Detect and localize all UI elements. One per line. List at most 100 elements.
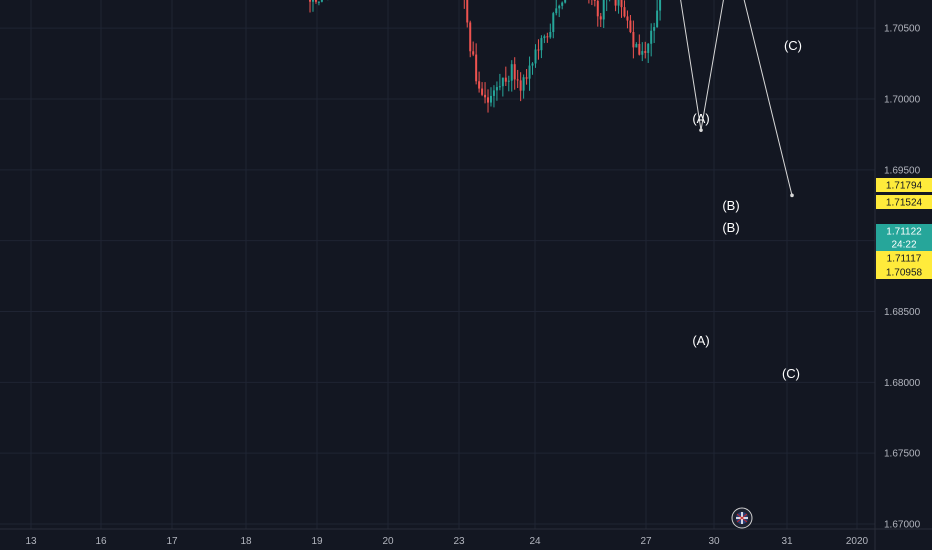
candle-body <box>309 0 312 2</box>
candle-body <box>320 0 323 2</box>
bearish-wave-label: (C) <box>782 366 800 381</box>
price-tag <box>876 251 932 265</box>
candle-body <box>620 0 623 8</box>
candle-body <box>510 64 513 81</box>
candle-body <box>513 64 516 80</box>
x-tick-label: 31 <box>781 536 793 547</box>
price-tag <box>876 195 932 209</box>
y-tick-label: 1.69500 <box>884 165 921 176</box>
candle-body <box>525 77 528 79</box>
bullish-wave-label: (A) <box>692 111 709 126</box>
x-tick-label: 19 <box>311 536 323 547</box>
price-tag <box>876 224 932 238</box>
wave-paths <box>680 0 794 198</box>
candle-body <box>537 49 540 51</box>
candle-body <box>549 32 552 38</box>
bearish-wave-path <box>680 0 793 196</box>
y-tick-label: 1.68000 <box>884 378 921 389</box>
candle-body <box>602 0 605 20</box>
candle-body <box>492 90 495 96</box>
candle-body <box>495 87 498 91</box>
x-tick-label: 23 <box>453 536 465 547</box>
candle-body <box>659 0 662 11</box>
flag-icon[interactable] <box>731 507 753 529</box>
candle-body <box>314 0 317 2</box>
x-tick-label: 30 <box>708 536 720 547</box>
candle-body <box>599 16 602 20</box>
candle-body <box>475 54 478 82</box>
candle-body <box>519 80 522 91</box>
candle-body <box>650 30 653 44</box>
candle-body <box>629 20 632 33</box>
price-tags: 1.71794 1.71524 1.71122 24:22 1.71117 1.70958 <box>876 178 932 279</box>
candle-body <box>614 0 617 6</box>
bullish-wave-label: (C) <box>784 38 802 53</box>
candle-body <box>653 27 656 31</box>
candle-body <box>478 81 481 89</box>
candle-body <box>501 77 504 87</box>
price-tag <box>876 265 932 279</box>
candle-body <box>543 36 546 39</box>
x-tick-label: 16 <box>95 536 107 547</box>
time-axis: 13 16 17 18 19 20 23 24 27 30 31 2020 <box>25 536 868 547</box>
candle-body <box>546 36 549 38</box>
x-tick-label: 2020 <box>846 536 869 547</box>
candle-body <box>596 0 599 17</box>
x-tick-label: 13 <box>25 536 37 547</box>
candle-body <box>484 94 487 98</box>
candle-body <box>617 0 620 6</box>
candle-body <box>489 95 492 103</box>
bullish-wave-label: (B) <box>722 198 739 213</box>
candle-body <box>564 0 567 3</box>
candle-body <box>647 43 650 53</box>
candle-body <box>528 65 531 79</box>
price-tag-label: 1.70958 <box>886 268 923 279</box>
candle-body <box>552 13 555 33</box>
bearish-wave-label: (A) <box>692 333 709 348</box>
price-tag-label: 1.71117 <box>887 254 922 265</box>
price-tag-label: 1.71524 <box>886 198 923 209</box>
candle-body <box>522 77 525 91</box>
price-tag-label: 1.71794 <box>886 181 923 192</box>
y-tick-label: 1.70000 <box>884 94 921 105</box>
candle-body <box>626 16 629 21</box>
y-tick-label: 1.67000 <box>884 520 921 531</box>
candle-body <box>593 0 596 1</box>
candle-body <box>498 86 501 88</box>
price-tag <box>876 237 932 251</box>
candle-body <box>317 1 320 3</box>
candle-body <box>623 7 626 17</box>
candle-body <box>481 88 484 95</box>
candle-body <box>504 77 507 82</box>
path-node <box>790 193 794 198</box>
candle-body <box>516 79 519 81</box>
x-tick-label: 24 <box>529 536 541 547</box>
candle-body <box>531 63 534 66</box>
candle-body <box>507 80 510 82</box>
candle-body <box>472 51 475 55</box>
candle-body <box>540 38 543 51</box>
y-tick-label: 1.68500 <box>884 307 921 318</box>
candle-body <box>534 49 537 64</box>
x-tick-label: 18 <box>240 536 252 547</box>
candle-body <box>469 22 472 52</box>
candle-body <box>561 2 564 6</box>
price-tag-label: 24:22 <box>891 240 916 251</box>
candle-body <box>555 8 558 14</box>
candle-body <box>641 51 644 55</box>
x-tick-label: 20 <box>382 536 394 547</box>
candle-body <box>632 32 635 48</box>
candle-body <box>466 0 469 23</box>
path-node <box>699 128 703 132</box>
wave-labels: (A) (B) (C) (A) (B) (C) <box>692 38 802 381</box>
bearish-wave-label: (B) <box>722 220 739 235</box>
price-tag <box>876 178 932 192</box>
candle-body <box>638 43 641 55</box>
grid-lines <box>0 0 875 529</box>
candle-body <box>656 10 659 28</box>
x-tick-label: 27 <box>640 536 652 547</box>
candle-body <box>635 43 638 48</box>
x-tick-label: 17 <box>166 536 178 547</box>
candle-body <box>487 97 490 103</box>
